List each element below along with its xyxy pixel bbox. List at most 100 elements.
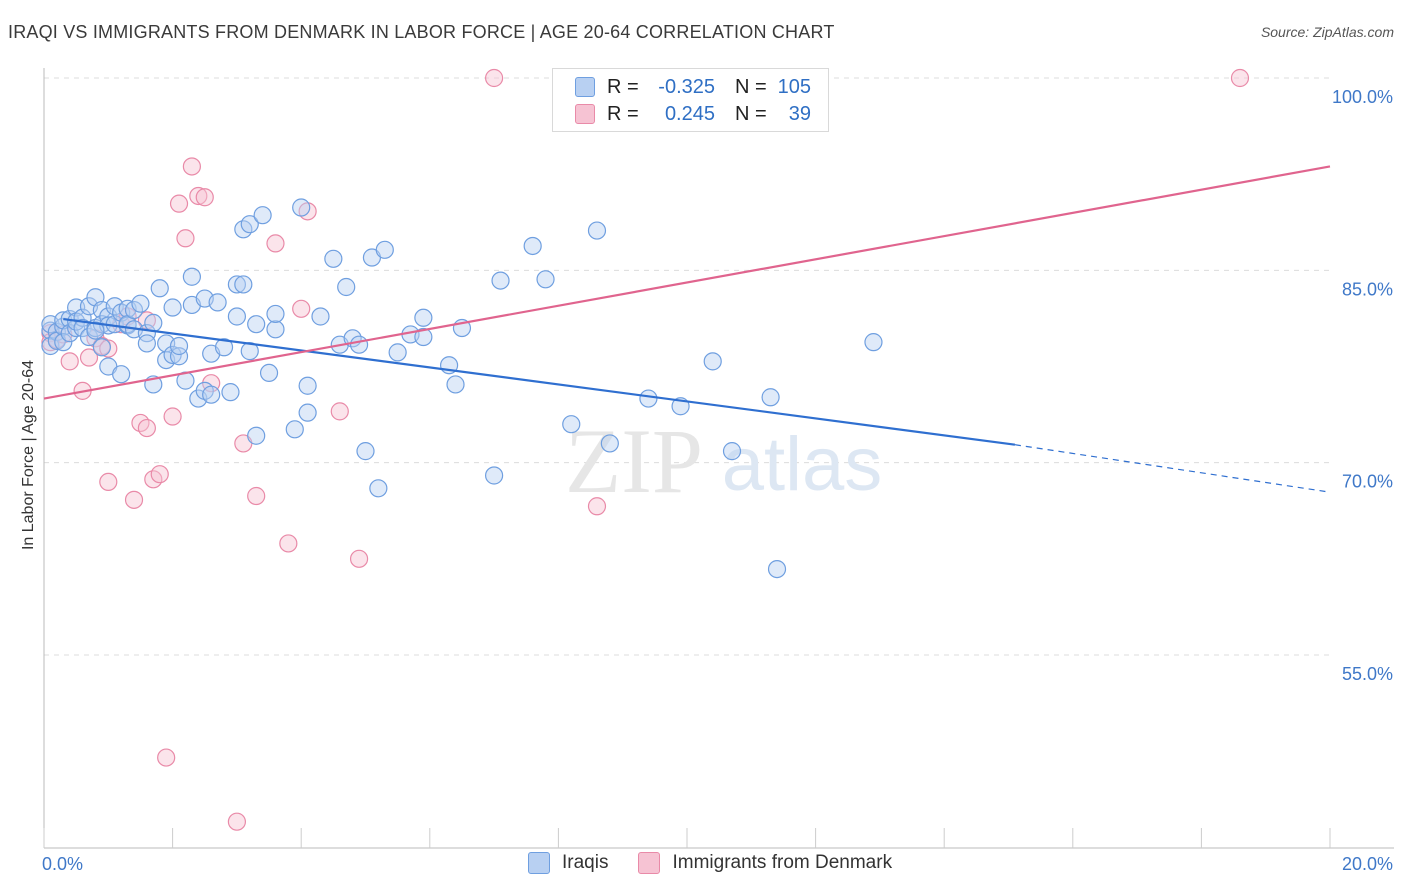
y-tick-label: 70.0% [1342,472,1393,492]
source-label: Source: ZipAtlas.com [1260,24,1394,40]
legend-swatch-iraqis [575,77,595,97]
point-iraqis [761,388,780,407]
point-iraqis [285,420,304,439]
trend-iraqis-extension [1014,444,1331,493]
legend-r-value: 0.245 [664,102,715,125]
point-iraqis [388,343,407,362]
point-denmark [279,534,298,553]
point-denmark [169,194,189,213]
stats-legend: R = -0.325 N = 105 R = 0.245 N = 39 [552,68,829,132]
x-tick-label: 0.0% [42,854,83,874]
point-iraqis [221,383,240,402]
point-iraqis [54,333,73,352]
point-iraqis [703,352,722,371]
point-iraqis [369,479,388,498]
point-denmark [176,229,195,248]
point-iraqis [137,334,156,353]
trend-denmark [43,165,1331,400]
grid-lines [44,77,1330,656]
point-iraqis [247,315,266,334]
legend-r-label: R = [607,75,639,98]
y-axis-label: In Labor Force | Age 20-64 [20,360,37,550]
point-iraqis [562,415,581,434]
legend-r-label: R = [607,102,639,125]
legend-row-denmark: R = 0.245 N = 39 [575,101,811,127]
point-iraqis [292,198,311,217]
point-iraqis [202,385,221,404]
point-iraqis [414,308,433,327]
series-legend: Iraqis Immigrants from Denmark [528,852,922,874]
point-iraqis [169,347,189,366]
chart-title: IRAQI VS IMMIGRANTS FROM DENMARK IN LABO… [8,22,835,42]
point-denmark [227,812,246,831]
axes [43,68,1394,849]
point-iraqis [600,434,619,453]
point-iraqis [67,298,86,317]
point-iraqis [112,365,131,384]
point-iraqis [131,294,150,313]
point-denmark [60,352,79,371]
point-iraqis [169,336,189,356]
x-tick-label: 20.0% [1342,854,1393,874]
point-denmark [124,490,144,509]
watermark-atlas: atlas [722,422,883,507]
point-iraqis [227,307,246,326]
point-iraqis [144,313,163,333]
point-denmark [587,497,607,516]
point-denmark [79,348,99,367]
point-denmark [485,68,504,88]
point-iraqis [266,320,285,339]
point-iraqis [356,442,375,461]
point-iraqis [523,236,542,256]
legend-row-iraqis: R = -0.325 N = 105 [575,74,811,100]
point-denmark [330,402,349,421]
point-iraqis [253,206,272,225]
point-denmark [292,299,311,318]
point-iraqis [266,304,285,324]
point-iraqis [311,307,330,326]
point-iraqis [247,426,266,445]
point-iraqis [259,363,279,383]
trend-iraqis [63,317,1016,446]
watermark: ZIP atlas [565,410,882,512]
point-denmark [266,234,285,253]
point-iraqis [446,375,465,394]
point-iraqis [375,240,394,259]
y-tick-label: 85.0% [1342,279,1393,299]
point-iraqis [587,221,607,240]
point-iraqis [227,275,246,294]
point-iraqis [349,335,369,354]
point-iraqis [324,249,343,268]
point-iraqis [485,466,504,485]
legend-label-denmark: Immigrants from Denmark [672,852,893,873]
legend-n-value: 105 [777,75,811,98]
point-iraqis [639,389,658,408]
legend-swatch-denmark [638,852,661,874]
point-iraqis [298,403,317,422]
legend-label-iraqis: Iraqis [562,852,609,873]
point-iraqis [337,277,356,297]
tick-labels: 55.0% 70.0% 85.0% 100.0% 0.0% 20.0% [42,87,1393,874]
point-iraqis [414,327,433,347]
point-iraqis [234,275,253,294]
point-denmark [99,472,118,491]
legend-swatch-denmark [575,104,595,124]
point-iraqis [536,270,555,289]
point-iraqis [86,321,105,340]
legend-item-denmark: Immigrants from Denmark [638,852,892,874]
point-denmark [182,157,201,176]
point-denmark [247,486,266,506]
point-denmark [137,418,156,438]
legend-n-label: N = [735,102,767,125]
series-iraqis-points [41,198,883,579]
legend-swatch-iraqis [528,852,550,874]
legend-n-label: N = [735,75,767,98]
point-iraqis [182,267,201,286]
point-iraqis [67,318,86,338]
y-tick-label: 100.0% [1332,87,1393,107]
point-denmark [163,407,182,426]
point-iraqis [92,338,111,357]
point-iraqis [864,333,883,352]
point-iraqis [150,279,169,298]
